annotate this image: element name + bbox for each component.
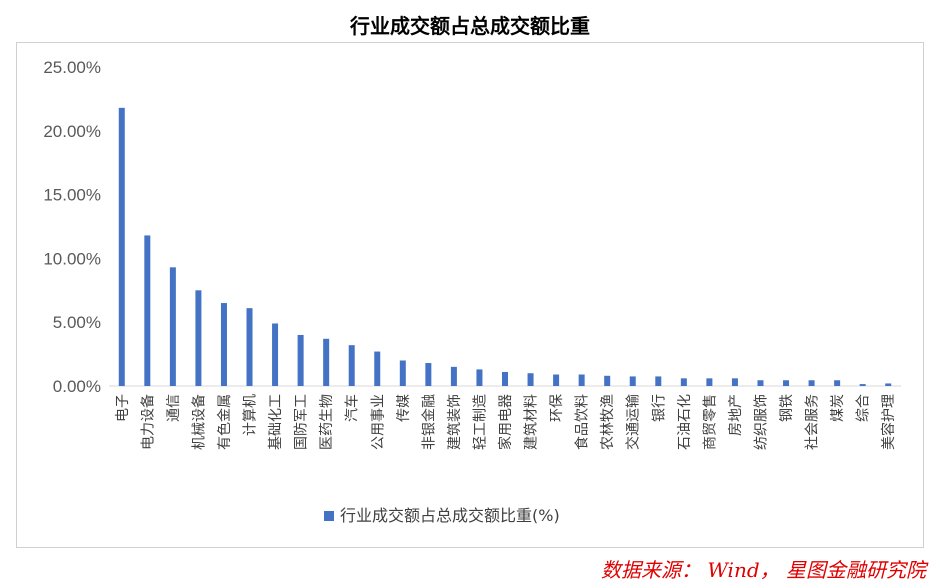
- chart-title: 行业成交额占总成交额比重: [350, 14, 590, 38]
- bar: [553, 374, 560, 386]
- x-tick-label: 机械设备: [190, 394, 207, 450]
- x-tick-label: 房地产: [728, 394, 744, 436]
- x-tick-label: 商贸零售: [702, 394, 718, 450]
- bar: [450, 366, 457, 386]
- bar: [246, 308, 253, 386]
- x-tick-label: 医药生物: [319, 394, 335, 450]
- y-tick-label: 15.00%: [43, 186, 101, 205]
- x-tick-label: 环保: [549, 394, 565, 422]
- source-note: 数据来源： Wind， 星图金融研究院: [601, 558, 926, 582]
- x-tick-label: 汽车: [344, 394, 361, 422]
- bar: [399, 360, 406, 386]
- x-tick-label: 通信: [166, 394, 182, 422]
- bar-chart: 0.00% 5.00% 10.00% 15.00% 20.00% 25.00% 电子 电力设备…: [43, 58, 901, 525]
- x-tick-label: 基础化工: [267, 394, 284, 450]
- x-tick-label: 电力设备: [139, 394, 156, 450]
- x-tick-label: 建筑材料: [524, 394, 540, 450]
- x-tick-label: 社会服务: [805, 394, 821, 450]
- x-tick-label: 电子: [115, 394, 131, 422]
- x-tick-label: 综合: [856, 394, 872, 422]
- bar: [731, 378, 738, 386]
- bar: [885, 383, 892, 386]
- x-tick-label: 有色金属: [216, 394, 233, 450]
- bar: [629, 376, 636, 386]
- bar: [502, 371, 508, 386]
- bar: [604, 375, 611, 386]
- x-tick-label: 农林牧渔: [600, 394, 616, 450]
- y-tick-label: 25.00%: [43, 58, 101, 77]
- x-tick-label: 公用事业: [370, 394, 386, 450]
- bar: [527, 373, 534, 386]
- x-tick-label: 煤炭: [830, 394, 846, 422]
- y-tick-label: 0.00%: [53, 377, 101, 396]
- x-tick-label: 计算机: [243, 394, 259, 436]
- legend-swatch: [324, 511, 334, 521]
- x-tick-label: 钢铁: [779, 394, 795, 422]
- bar: [220, 303, 227, 386]
- bar: [834, 380, 841, 386]
- y-tick-label: 20.00%: [43, 122, 101, 141]
- bar: [680, 378, 687, 386]
- x-tick-label: 建筑装饰: [447, 394, 463, 450]
- x-tick-label: 交通运输: [625, 394, 642, 450]
- bar: [757, 380, 764, 386]
- bar: [348, 345, 355, 386]
- bar: [859, 384, 866, 386]
- bar: [425, 363, 432, 386]
- bar: [783, 380, 790, 386]
- y-tick-label: 5.00%: [53, 313, 101, 332]
- legend-label: 行业成交额占总成交额比重(%): [340, 506, 560, 525]
- bar: [169, 267, 176, 386]
- y-tick-label: 10.00%: [43, 249, 101, 268]
- chart-frame: 0.00% 5.00% 10.00% 15.00% 20.00% 25.00% 电子 电力设备…: [16, 42, 924, 548]
- x-tick-label: 非银金融: [421, 394, 437, 450]
- bar: [118, 107, 125, 386]
- bar: [655, 376, 662, 386]
- x-tick-label: 纺织服饰: [753, 394, 769, 450]
- x-tick-label: 家用电器: [497, 394, 514, 450]
- x-tick-label: 美容护理: [880, 394, 897, 450]
- bar: [297, 334, 304, 386]
- bar: [272, 323, 279, 386]
- x-tick-label: 传媒: [396, 394, 412, 422]
- x-tick-label: 银行: [651, 394, 667, 422]
- x-tick-label: 石油石化: [677, 394, 693, 450]
- bar: [706, 378, 713, 386]
- x-tick-label: 国防军工: [294, 394, 310, 450]
- x-tick-label: 轻工制造: [472, 394, 488, 450]
- x-tick-label: 食品饮料: [574, 394, 591, 450]
- bar: [374, 351, 381, 386]
- bar: [808, 380, 815, 386]
- bar: [578, 374, 585, 386]
- bar: [195, 290, 202, 386]
- bar: [144, 235, 151, 386]
- bar: [323, 338, 330, 386]
- bar: [476, 369, 483, 386]
